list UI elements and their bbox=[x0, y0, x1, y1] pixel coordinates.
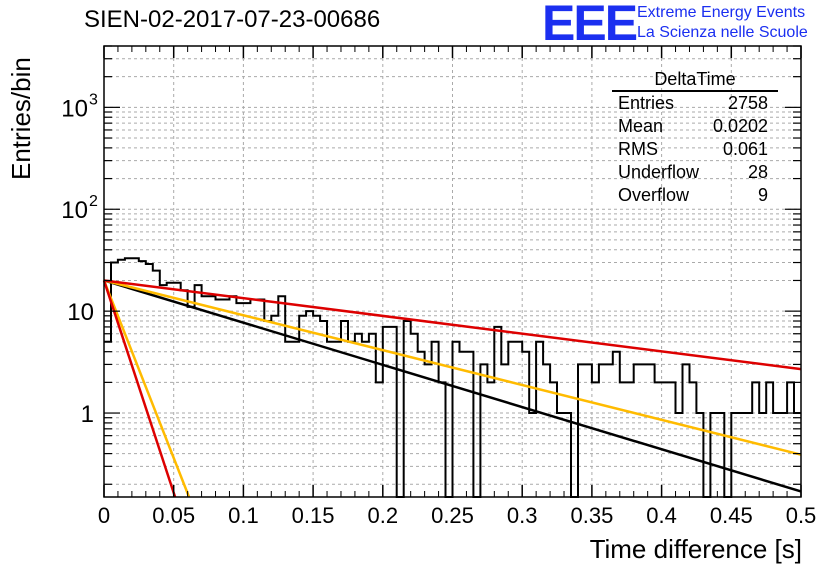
stats-value: 0.061 bbox=[722, 139, 768, 159]
stats-key: RMS bbox=[618, 139, 658, 159]
stats-row: Entries 2758 bbox=[612, 92, 778, 115]
x-tick-label: 0.15 bbox=[292, 503, 335, 528]
x-tick-label: 0.05 bbox=[152, 503, 195, 528]
stats-value: 28 bbox=[747, 162, 768, 182]
fit-line bbox=[103, 279, 802, 456]
stats-key: Mean bbox=[618, 116, 664, 136]
stats-box: DeltaTime Entries 2758 Mean 0.0202 RMS 0.06… bbox=[612, 68, 778, 207]
logo-subtitle-1: Extreme Energy Events bbox=[637, 4, 806, 21]
stats-row: Underflow 28 bbox=[612, 161, 778, 184]
eee-logo: EEE bbox=[542, 0, 638, 51]
x-tick-label: 0.2 bbox=[368, 503, 399, 528]
stats-row: Mean 0.0202 bbox=[612, 115, 778, 138]
x-axis-label: Time difference [s] bbox=[589, 534, 802, 564]
x-tick-label: 0.4 bbox=[646, 503, 677, 528]
stats-title: DeltaTime bbox=[612, 68, 778, 92]
fit-line bbox=[102, 280, 177, 498]
x-tick-label: 0.3 bbox=[507, 503, 538, 528]
x-tick-label: 0 bbox=[98, 503, 110, 528]
stats-row: Overflow 9 bbox=[612, 184, 778, 207]
x-tick-label: 0.5 bbox=[786, 503, 817, 528]
x-tick-label: 0.25 bbox=[431, 503, 474, 528]
y-tick-exponent: 3 bbox=[89, 91, 98, 108]
y-tick-label: 10 bbox=[61, 95, 88, 122]
stats-row: RMS 0.061 bbox=[612, 138, 778, 161]
x-axis: 0 0.05 0.1 0.15 0.2 0.25 0.3 0.35 0.4 0.45 0.5 bbox=[98, 46, 816, 528]
stats-value: 0.0202 bbox=[712, 116, 768, 136]
histogram bbox=[104, 257, 801, 498]
logo-subtitle-2: La Scienza nelle Scuole bbox=[637, 24, 808, 41]
stats-key: Overflow bbox=[618, 185, 690, 205]
y-axis-label: Entries/bin bbox=[6, 57, 36, 180]
fit-line bbox=[103, 279, 802, 371]
fit-line bbox=[102, 280, 191, 498]
stats-value: 2758 bbox=[727, 93, 768, 113]
y-tick-label: 10 bbox=[61, 197, 88, 224]
y-tick-exponent: 2 bbox=[89, 193, 98, 210]
y-tick-label: 10 bbox=[67, 299, 94, 326]
histogram-steps bbox=[104, 257, 801, 498]
x-tick-label: 0.35 bbox=[570, 503, 613, 528]
fit-lines bbox=[102, 279, 802, 498]
x-tick-label: 0.1 bbox=[228, 503, 259, 528]
fit-line bbox=[103, 279, 802, 493]
stats-key: Underflow bbox=[618, 162, 700, 182]
stats-key: Entries bbox=[618, 93, 675, 113]
x-tick-label: 0.45 bbox=[710, 503, 753, 528]
chart-title: SIEN-02-2017-07-23-00686 bbox=[84, 6, 381, 33]
y-tick-label: 1 bbox=[81, 401, 94, 428]
stats-value: 9 bbox=[757, 185, 768, 205]
